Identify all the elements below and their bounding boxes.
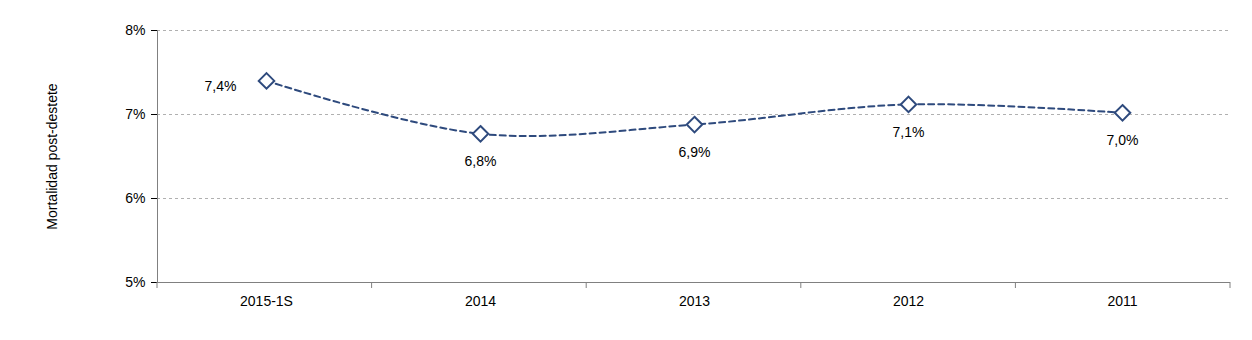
svg-text:7%: 7% xyxy=(125,106,145,122)
svg-text:2011: 2011 xyxy=(1107,293,1137,309)
svg-text:7,0%: 7,0% xyxy=(1107,132,1139,148)
svg-text:6%: 6% xyxy=(125,190,145,206)
svg-text:2015-1S: 2015-1S xyxy=(240,293,293,309)
svg-text:2014: 2014 xyxy=(465,293,496,309)
svg-text:6,8%: 6,8% xyxy=(465,153,497,169)
svg-text:Mortalidad post-destete: Mortalidad post-destete xyxy=(44,83,60,230)
svg-text:8%: 8% xyxy=(125,22,145,38)
svg-text:2013: 2013 xyxy=(679,293,710,309)
svg-text:2012: 2012 xyxy=(893,293,924,309)
svg-text:5%: 5% xyxy=(125,274,145,290)
svg-text:7,1%: 7,1% xyxy=(893,124,925,140)
svg-text:6,9%: 6,9% xyxy=(679,144,711,160)
svg-text:7,4%: 7,4% xyxy=(205,78,237,94)
